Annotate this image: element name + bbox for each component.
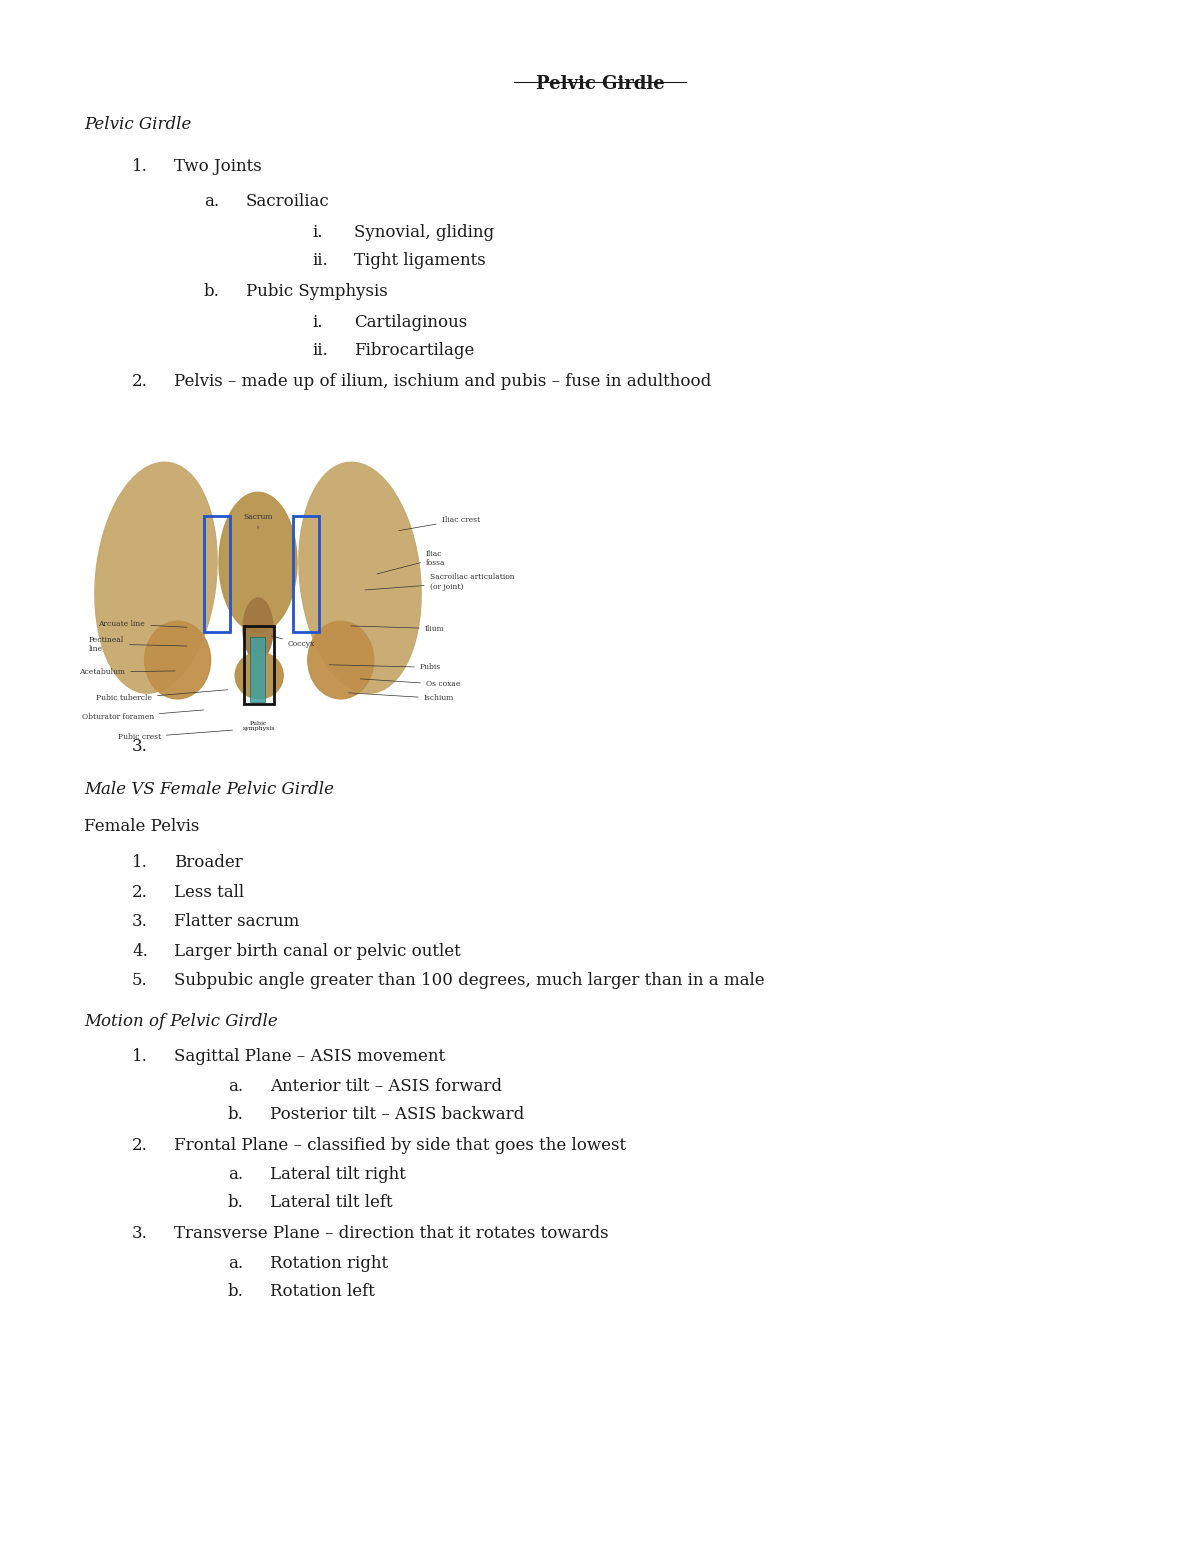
Text: Pelvic Girdle: Pelvic Girdle	[535, 75, 665, 93]
Text: 5.: 5.	[132, 972, 148, 989]
Text: Coccyx: Coccyx	[271, 635, 316, 648]
Bar	[293, 516, 319, 632]
Text: Iliac crest: Iliac crest	[398, 516, 480, 531]
Text: a.: a.	[228, 1255, 244, 1272]
Text: Pubic Symphysis: Pubic Symphysis	[246, 283, 388, 300]
Bar	[204, 516, 230, 632]
Text: Motion of Pelvic Girdle: Motion of Pelvic Girdle	[84, 1013, 277, 1030]
Text: 1.: 1.	[132, 854, 148, 871]
Text: 2.: 2.	[132, 884, 148, 901]
Text: ii.: ii.	[312, 252, 328, 269]
Text: Sagittal Plane – ASIS movement: Sagittal Plane – ASIS movement	[174, 1048, 445, 1065]
Text: Iliac
fossa: Iliac fossa	[377, 550, 445, 575]
Text: Synovial, gliding: Synovial, gliding	[354, 224, 494, 241]
Text: Os coxae: Os coxae	[360, 679, 461, 688]
Text: 2.: 2.	[132, 373, 148, 390]
Ellipse shape	[299, 463, 421, 693]
Text: Pubic
symphysis: Pubic symphysis	[242, 721, 275, 731]
Text: Pectineal
line: Pectineal line	[89, 635, 187, 652]
Text: Arcuate line: Arcuate line	[98, 620, 187, 627]
Text: Anterior tilt – ASIS forward: Anterior tilt – ASIS forward	[270, 1078, 502, 1095]
Text: Acetabulum: Acetabulum	[79, 668, 175, 676]
Text: 3.: 3.	[132, 1225, 148, 1242]
Text: 1.: 1.	[132, 1048, 148, 1065]
Ellipse shape	[307, 621, 374, 699]
Bar	[244, 626, 274, 704]
Text: 4.: 4.	[132, 943, 148, 960]
Text: Posterior tilt – ASIS backward: Posterior tilt – ASIS backward	[270, 1106, 524, 1123]
Text: Obturator foramen: Obturator foramen	[82, 710, 204, 721]
Text: Fibrocartilage: Fibrocartilage	[354, 342, 474, 359]
Text: Pubic crest: Pubic crest	[118, 730, 233, 741]
Ellipse shape	[242, 598, 274, 660]
Text: Tight ligaments: Tight ligaments	[354, 252, 486, 269]
Text: b.: b.	[228, 1283, 244, 1300]
Text: Lateral tilt left: Lateral tilt left	[270, 1194, 392, 1211]
Text: Pubic tubercle: Pubic tubercle	[96, 690, 228, 702]
Text: Sacroiliac: Sacroiliac	[246, 193, 330, 210]
Text: Cartilaginous: Cartilaginous	[354, 314, 467, 331]
Text: a.: a.	[228, 1166, 244, 1183]
Text: a.: a.	[228, 1078, 244, 1095]
Text: Lateral tilt right: Lateral tilt right	[270, 1166, 406, 1183]
Text: Ischium: Ischium	[348, 693, 454, 702]
Ellipse shape	[235, 652, 283, 699]
Text: Sacroiliac articulation
(or joint): Sacroiliac articulation (or joint)	[365, 573, 515, 590]
Text: Less tall: Less tall	[174, 884, 244, 901]
Text: b.: b.	[228, 1106, 244, 1123]
Text: Rotation right: Rotation right	[270, 1255, 388, 1272]
Text: 3.: 3.	[132, 738, 148, 755]
Text: i.: i.	[312, 224, 323, 241]
Text: Broader: Broader	[174, 854, 242, 871]
Text: Female Pelvis: Female Pelvis	[84, 818, 199, 836]
Text: Ilium: Ilium	[350, 624, 444, 632]
Text: b.: b.	[204, 283, 220, 300]
Text: Pelvis – made up of ilium, ischium and pubis – fuse in adulthood: Pelvis – made up of ilium, ischium and p…	[174, 373, 712, 390]
Text: Rotation left: Rotation left	[270, 1283, 374, 1300]
Text: Flatter sacrum: Flatter sacrum	[174, 913, 299, 930]
Text: 2.: 2.	[132, 1137, 148, 1154]
Text: Two Joints: Two Joints	[174, 158, 262, 175]
Text: Larger birth canal or pelvic outlet: Larger birth canal or pelvic outlet	[174, 943, 461, 960]
Text: Frontal Plane – classified by side that goes the lowest: Frontal Plane – classified by side that …	[174, 1137, 626, 1154]
Text: 3.: 3.	[132, 913, 148, 930]
Text: Subpubic angle greater than 100 degrees, much larger than in a male: Subpubic angle greater than 100 degrees,…	[174, 972, 764, 989]
Text: Pelvic Girdle: Pelvic Girdle	[84, 116, 191, 134]
Bar	[250, 637, 265, 702]
Text: a.: a.	[204, 193, 220, 210]
Text: Sacrum: Sacrum	[244, 512, 272, 528]
Text: Transverse Plane – direction that it rotates towards: Transverse Plane – direction that it rot…	[174, 1225, 608, 1242]
Text: Male VS Female Pelvic Girdle: Male VS Female Pelvic Girdle	[84, 781, 334, 798]
Text: ii.: ii.	[312, 342, 328, 359]
Text: 1.: 1.	[132, 158, 148, 175]
Ellipse shape	[145, 621, 211, 699]
Text: Pubis: Pubis	[329, 663, 442, 671]
Text: i.: i.	[312, 314, 323, 331]
Text: b.: b.	[228, 1194, 244, 1211]
Ellipse shape	[220, 492, 298, 632]
Ellipse shape	[95, 463, 217, 693]
